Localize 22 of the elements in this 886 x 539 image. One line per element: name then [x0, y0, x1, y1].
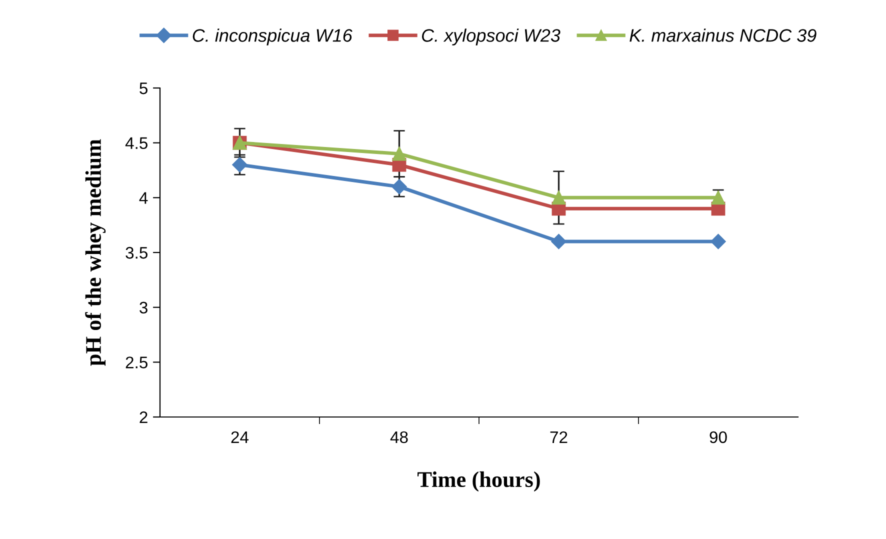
point: [392, 179, 407, 194]
point: [710, 234, 726, 250]
y-tick-label: 5: [140, 82, 148, 94]
legend-label: C. xylopsoci W23: [422, 28, 560, 46]
point: [392, 146, 406, 161]
y-tick-label: 4.5: [125, 137, 148, 150]
x-tick-label: 90: [710, 431, 727, 444]
x-tick-label: 24: [231, 431, 249, 443]
x-tick-label: 48: [390, 431, 408, 444]
y-tick-label: 3: [140, 302, 148, 314]
point: [552, 190, 566, 205]
point: [232, 157, 248, 172]
y-tick-label: 2: [140, 411, 148, 424]
x-axis-title: Time (hours): [418, 471, 540, 492]
legend-label: C. inconspicua W16: [192, 28, 352, 46]
y-tick-label: 2.5: [126, 356, 148, 368]
y-tick-label: 3.5: [126, 246, 148, 259]
x-tick-label: 72: [550, 431, 568, 443]
y-tick-label: 4: [139, 192, 148, 204]
y-axis-title: pH of the whey medium: [85, 139, 106, 366]
legend-label: K. marxainus NCDC 39: [630, 28, 816, 42]
point: [551, 234, 566, 250]
